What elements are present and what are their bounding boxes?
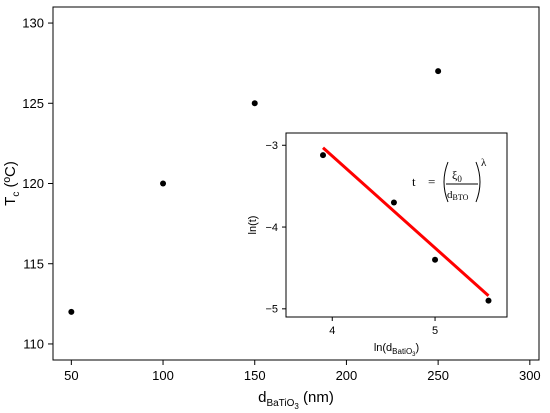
- equation-left-paren: [443, 161, 449, 203]
- main-x-tick-label: 250: [427, 368, 449, 383]
- equation-denominator: dBTO: [447, 189, 469, 202]
- main-y-tick-label: 110: [23, 337, 44, 352]
- main-data-point: [251, 100, 258, 107]
- main-plot: 50 100 150 200 250 300 110 115 120 125 130 dBaTiO…: [2, 6, 541, 411]
- main-x-tick-label: 50: [64, 368, 78, 383]
- inset-y-tick-label: −5: [265, 304, 278, 316]
- main-y-tick-label: 120: [22, 176, 44, 191]
- main-y-tick-label: 125: [22, 96, 44, 111]
- main-x-tick-label: 150: [244, 368, 266, 383]
- equation-exponent: λ: [481, 157, 487, 169]
- main-x-tick-label: 300: [519, 368, 541, 383]
- equation-lhs: t: [412, 174, 416, 189]
- main-y-tick-label: 130: [22, 16, 44, 31]
- inset-y-tick-label: −4: [265, 222, 278, 234]
- inset-fit-line: [322, 146, 490, 297]
- inset-x-tick-label: 4: [329, 325, 335, 337]
- equation-numerator: ξ0: [452, 168, 462, 184]
- inset-plot-background: [286, 133, 507, 317]
- equation-equals: =: [428, 174, 435, 189]
- main-y-tick-label: 115: [23, 256, 44, 271]
- main-data-point: [160, 180, 167, 187]
- inset-plot-frame: [285, 132, 508, 318]
- equation-annotation: t = ξ0 dBTO λ: [412, 157, 487, 203]
- main-x-tick-label: 100: [152, 368, 174, 383]
- inset-data-point: [390, 199, 397, 206]
- equation-right-paren: [475, 161, 481, 203]
- main-x-axis-label: dBaTiO3 (nm): [258, 389, 334, 411]
- inset-data-points: [320, 152, 492, 304]
- inset-y-ticks: −3 −4 −5: [265, 140, 286, 316]
- main-data-points: [68, 68, 442, 315]
- main-data-point: [435, 68, 442, 75]
- inset-y-axis-label: ln(t): [247, 216, 259, 235]
- inset-x-axis-label: ln(dBatiO3): [374, 342, 419, 358]
- inset-data-point: [432, 256, 439, 263]
- main-data-point: [68, 308, 75, 315]
- main-x-tick-label: 200: [336, 368, 358, 383]
- inset-data-point: [485, 297, 492, 304]
- inset-y-tick-label: −3: [265, 140, 278, 152]
- inset-data-point: [320, 152, 327, 159]
- inset-x-tick-label: 5: [432, 325, 438, 337]
- main-y-ticks: 110 115 120 125 130: [22, 16, 53, 352]
- main-y-axis-label: Tc (ºC): [2, 161, 22, 206]
- main-x-ticks: 50 100 150 200 250 300: [64, 360, 541, 383]
